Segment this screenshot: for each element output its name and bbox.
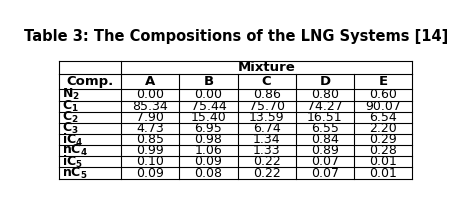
Text: 2.20: 2.20 <box>369 122 396 135</box>
Text: 0.09: 0.09 <box>136 166 164 179</box>
Text: 6.55: 6.55 <box>310 122 338 135</box>
Text: 0.99: 0.99 <box>136 144 164 157</box>
Text: 4.73: 4.73 <box>136 122 164 135</box>
Text: 0.00: 0.00 <box>136 88 164 101</box>
Text: E: E <box>378 75 387 88</box>
Text: 75.44: 75.44 <box>190 99 226 113</box>
Text: 0.86: 0.86 <box>252 88 280 101</box>
Text: 7.90: 7.90 <box>136 111 164 124</box>
Text: 0.85: 0.85 <box>136 133 164 146</box>
Text: 0.89: 0.89 <box>310 144 338 157</box>
Text: 6.54: 6.54 <box>369 111 396 124</box>
Text: 1.06: 1.06 <box>194 144 222 157</box>
Text: $\mathbf{N_2}$: $\mathbf{N_2}$ <box>62 87 80 103</box>
Text: 0.80: 0.80 <box>310 88 338 101</box>
Text: $\mathbf{C_3}$: $\mathbf{C_3}$ <box>62 121 78 136</box>
Text: 0.28: 0.28 <box>369 144 396 157</box>
Text: 0.60: 0.60 <box>369 88 396 101</box>
Text: 1.33: 1.33 <box>252 144 280 157</box>
Text: 0.01: 0.01 <box>369 155 396 168</box>
Text: 0.07: 0.07 <box>310 155 338 168</box>
Text: $\mathbf{C_2}$: $\mathbf{C_2}$ <box>62 110 78 125</box>
Text: $\mathbf{C_1}$: $\mathbf{C_1}$ <box>62 98 79 114</box>
Text: 0.08: 0.08 <box>194 166 222 179</box>
Text: A: A <box>145 75 155 88</box>
Text: 90.07: 90.07 <box>364 99 400 113</box>
Text: C: C <box>261 75 271 88</box>
Text: $\mathbf{nC_4}$: $\mathbf{nC_4}$ <box>62 143 88 158</box>
Text: 74.27: 74.27 <box>306 99 342 113</box>
Text: $\mathbf{nC_5}$: $\mathbf{nC_5}$ <box>62 165 88 180</box>
Text: B: B <box>203 75 213 88</box>
Text: 0.22: 0.22 <box>252 155 280 168</box>
Text: 0.01: 0.01 <box>369 166 396 179</box>
Text: 0.84: 0.84 <box>310 133 338 146</box>
Text: Mixture: Mixture <box>237 61 295 74</box>
Text: 85.34: 85.34 <box>132 99 168 113</box>
Text: $\mathbf{iC_4}$: $\mathbf{iC_4}$ <box>62 131 83 148</box>
Text: 6.74: 6.74 <box>252 122 280 135</box>
Text: Comp.: Comp. <box>67 75 113 88</box>
Text: 0.98: 0.98 <box>194 133 222 146</box>
Text: Table 3: The Compositions of the LNG Systems [14]: Table 3: The Compositions of the LNG Sys… <box>23 29 447 44</box>
Text: 6.95: 6.95 <box>194 122 222 135</box>
Text: 0.00: 0.00 <box>194 88 222 101</box>
Text: 0.10: 0.10 <box>136 155 164 168</box>
Text: 15.40: 15.40 <box>190 111 226 124</box>
Text: 0.29: 0.29 <box>369 133 396 146</box>
Text: 0.09: 0.09 <box>194 155 222 168</box>
Text: 13.59: 13.59 <box>248 111 284 124</box>
Text: 75.70: 75.70 <box>248 99 284 113</box>
Text: D: D <box>319 75 330 88</box>
Text: 16.51: 16.51 <box>307 111 342 124</box>
Text: $\mathbf{iC_5}$: $\mathbf{iC_5}$ <box>62 154 83 170</box>
Text: 1.34: 1.34 <box>252 133 280 146</box>
Text: 0.22: 0.22 <box>252 166 280 179</box>
Text: 0.07: 0.07 <box>310 166 338 179</box>
